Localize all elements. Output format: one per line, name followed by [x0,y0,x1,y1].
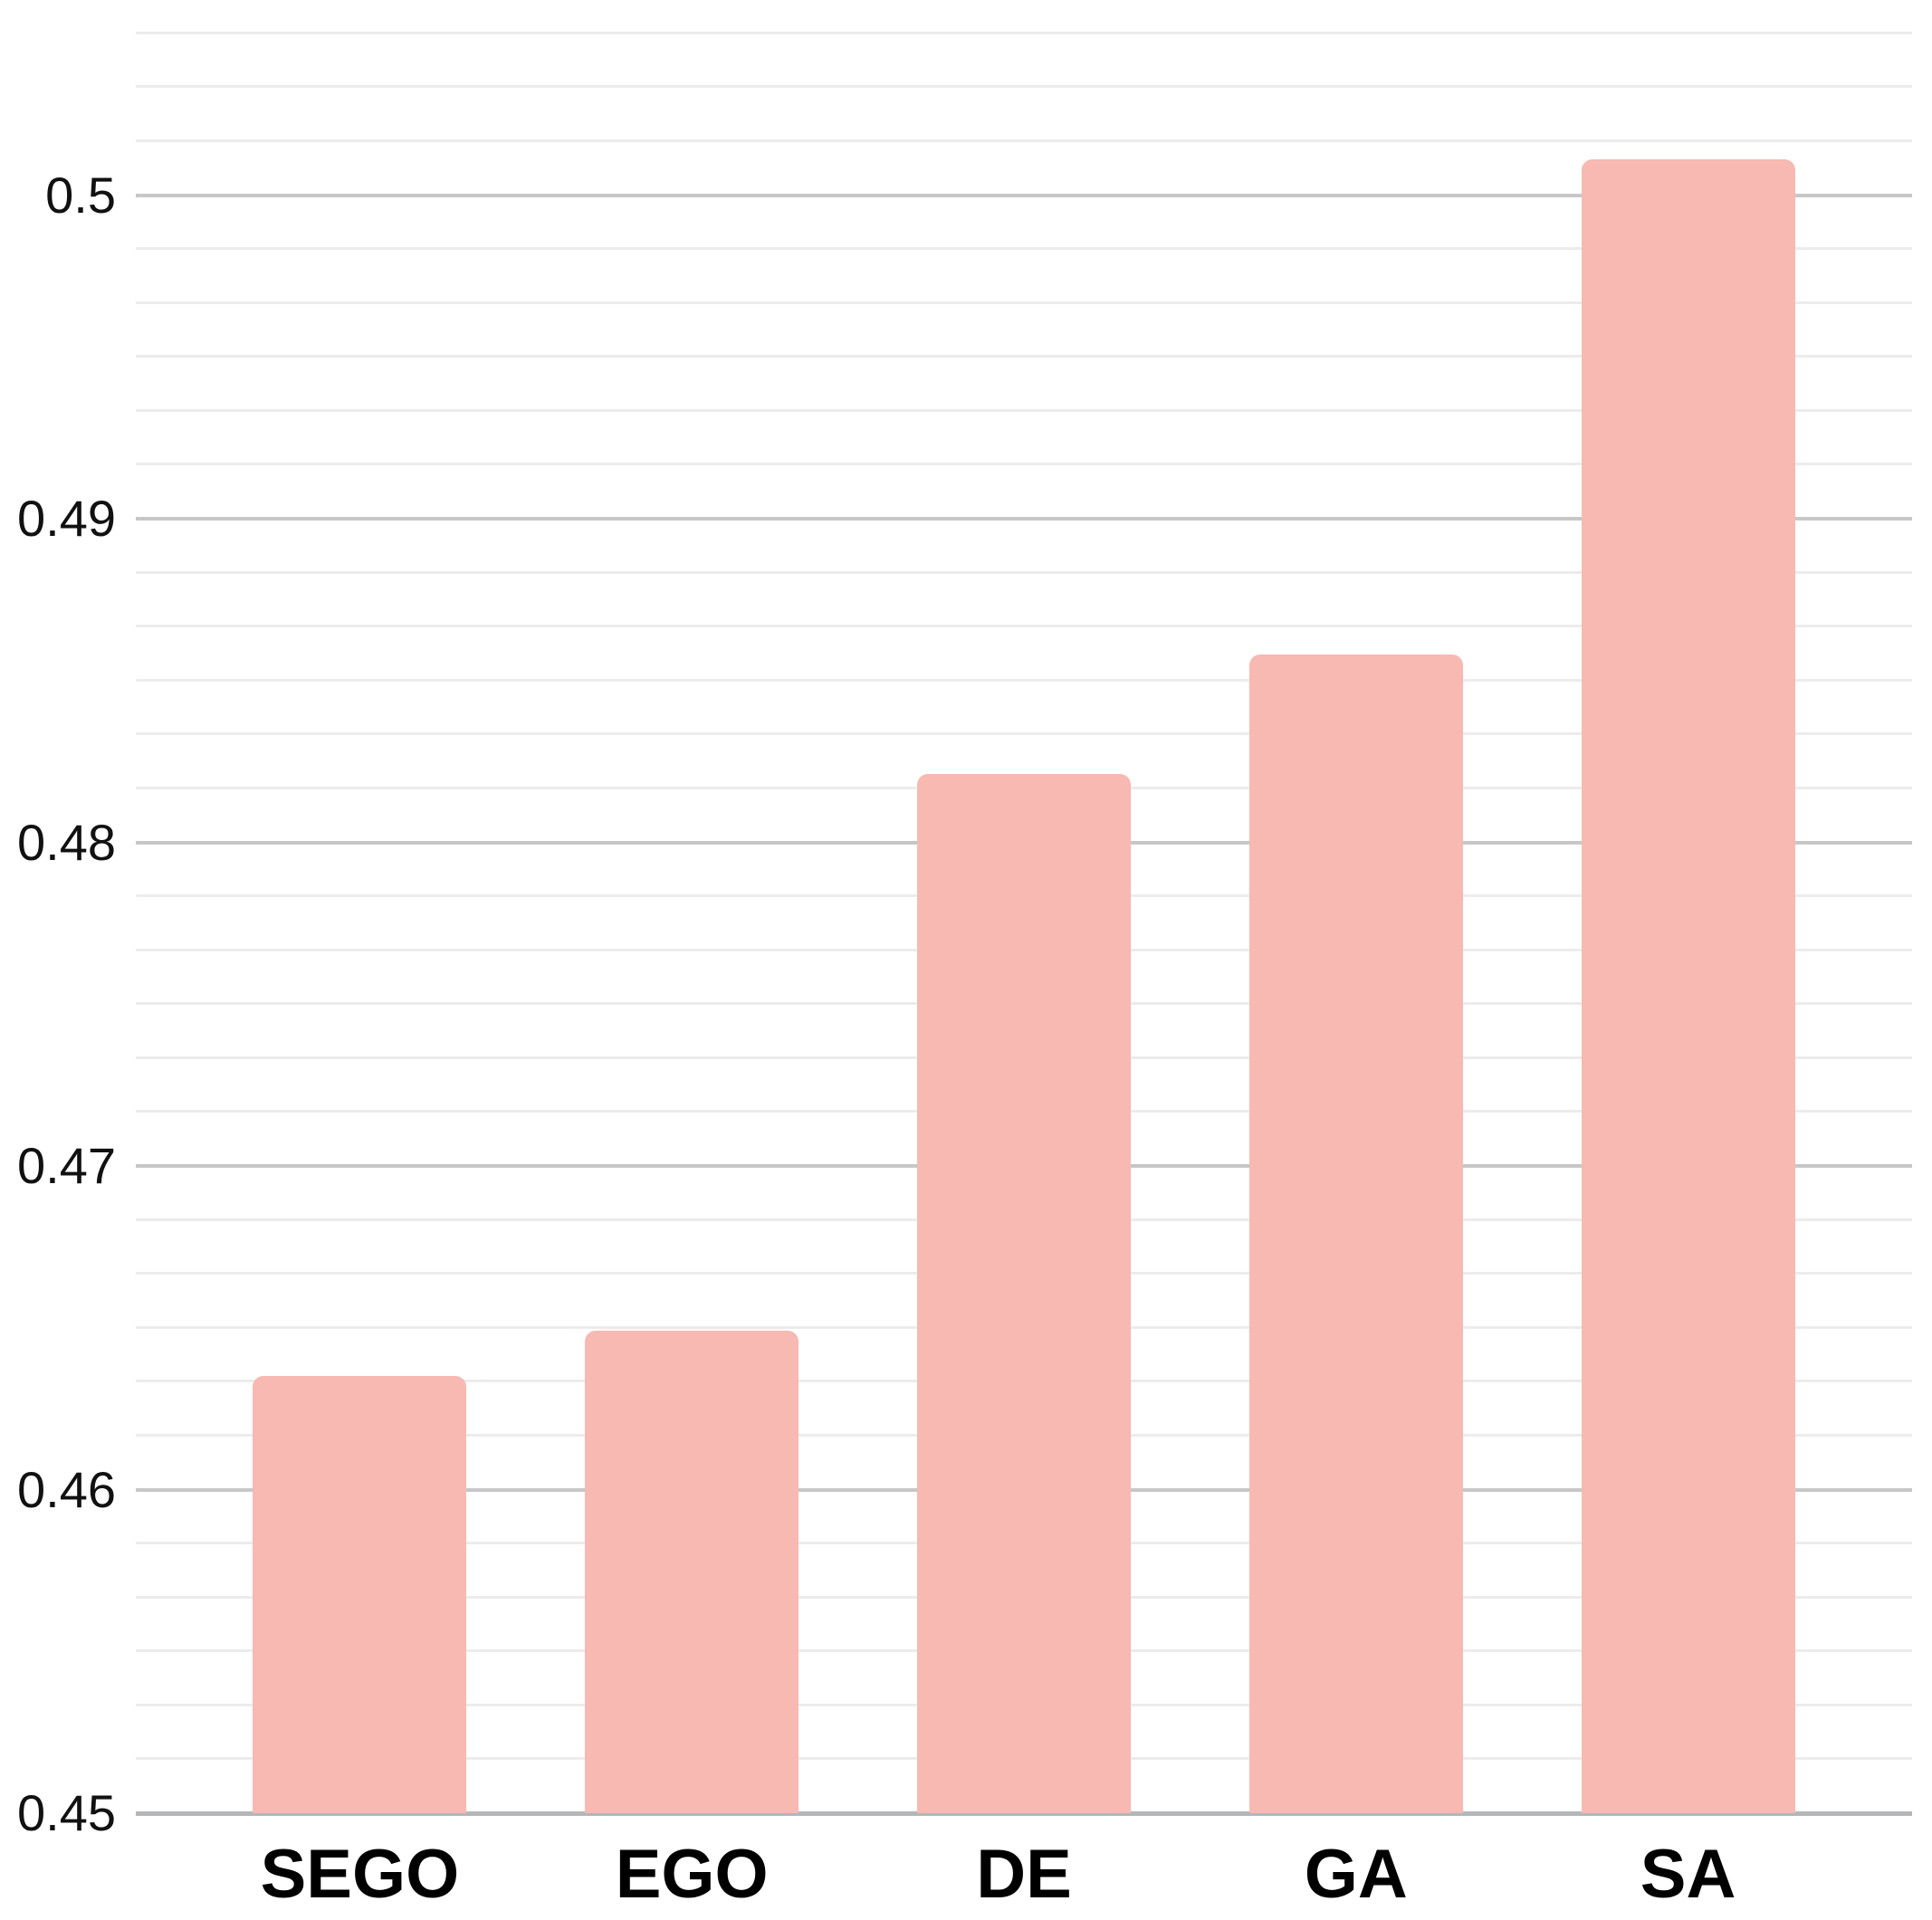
x-axis-category-label: GA [1304,1836,1408,1913]
x-axis-category-label: EGO [615,1836,769,1913]
bar-ego [585,1331,799,1813]
x-axis-baseline [136,1811,1912,1816]
bar-sego [253,1376,467,1813]
minor-gridline [136,355,1912,358]
bar-ga [1248,654,1463,1813]
y-axis-tick-label: 0.46 [17,1460,116,1518]
bar-sa [1581,159,1795,1813]
bar-de [917,774,1131,1813]
major-gridline [136,517,1912,521]
minor-gridline [136,139,1912,142]
minor-gridline [136,301,1912,304]
minor-gridline [136,247,1912,251]
minor-gridline [136,85,1912,89]
minor-gridline [136,732,1912,736]
minor-gridline [136,408,1912,412]
major-gridline [136,193,1912,197]
x-axis-category-label: SA [1640,1836,1736,1913]
minor-gridline [136,678,1912,682]
x-axis-category-label: DE [976,1836,1072,1913]
minor-gridline [136,463,1912,466]
y-axis-tick-label: 0.45 [17,1784,116,1841]
y-axis-tick-label: 0.47 [17,1137,116,1194]
x-axis-category-label: SEGO [260,1836,460,1913]
y-axis-tick-label: 0.5 [45,166,116,224]
minor-gridline [136,570,1912,574]
y-axis-tick-label: 0.48 [17,813,116,871]
minor-gridline [136,31,1912,34]
minor-gridline [136,625,1912,628]
y-axis-tick-label: 0.49 [17,490,116,547]
